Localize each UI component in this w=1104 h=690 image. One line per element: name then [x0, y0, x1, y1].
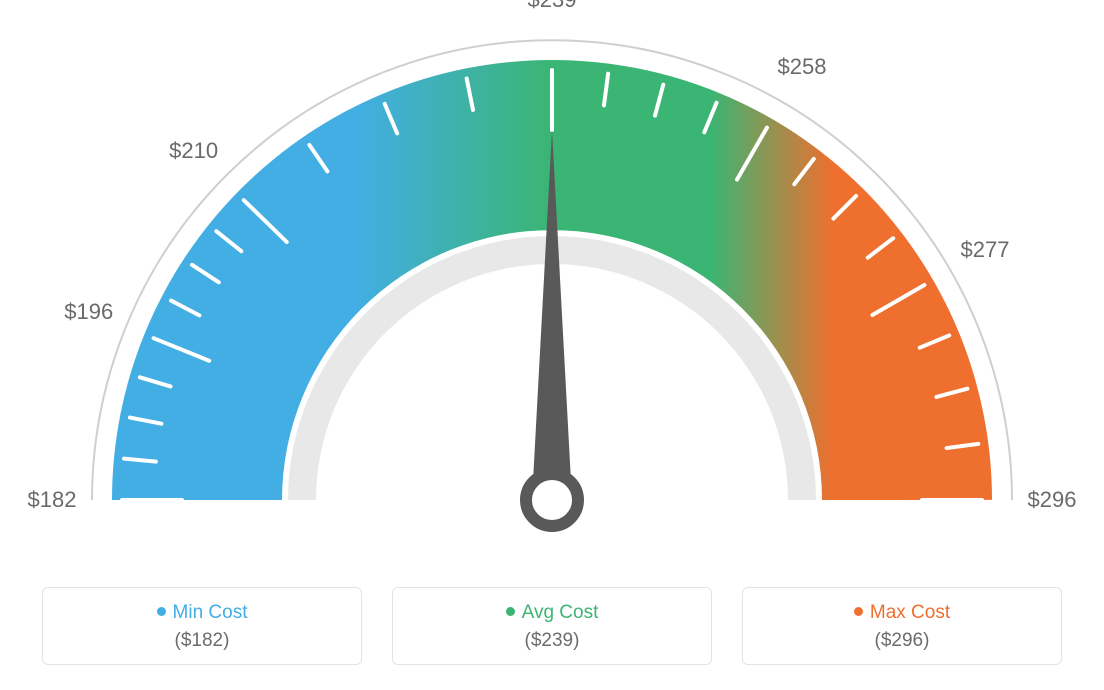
- legend-title-avg: Avg Cost: [403, 602, 701, 624]
- legend-card-avg: Avg Cost ($239): [392, 587, 712, 665]
- tick-label: $258: [778, 54, 827, 80]
- legend-value-min: ($182): [53, 630, 351, 652]
- cost-gauge-chart: $182 $196 $210 $239 $258 $277 $296 Min Cost ($…: [0, 0, 1104, 690]
- legend-row: Min Cost ($182) Avg Cost ($239) Max Cost…: [0, 587, 1104, 665]
- legend-label-min: Min Cost: [173, 602, 248, 623]
- tick-label: $239: [528, 0, 577, 13]
- legend-dot-avg: [506, 607, 515, 616]
- tick-label: $182: [28, 487, 77, 513]
- tick-label: $210: [169, 138, 218, 164]
- tick-label: $277: [961, 237, 1010, 263]
- legend-value-avg: ($239): [403, 630, 701, 652]
- tick-label: $196: [64, 299, 113, 325]
- tick-label: $296: [1028, 487, 1077, 513]
- legend-value-max: ($296): [753, 630, 1051, 652]
- gauge-svg: [0, 0, 1104, 560]
- legend-dot-max: [854, 607, 863, 616]
- legend-card-max: Max Cost ($296): [742, 587, 1062, 665]
- legend-label-max: Max Cost: [870, 602, 950, 623]
- legend-dot-min: [157, 607, 166, 616]
- legend-label-avg: Avg Cost: [522, 602, 599, 623]
- legend-title-max: Max Cost: [753, 602, 1051, 624]
- legend-card-min: Min Cost ($182): [42, 587, 362, 665]
- legend-title-min: Min Cost: [53, 602, 351, 624]
- gauge-area: $182 $196 $210 $239 $258 $277 $296: [0, 0, 1104, 560]
